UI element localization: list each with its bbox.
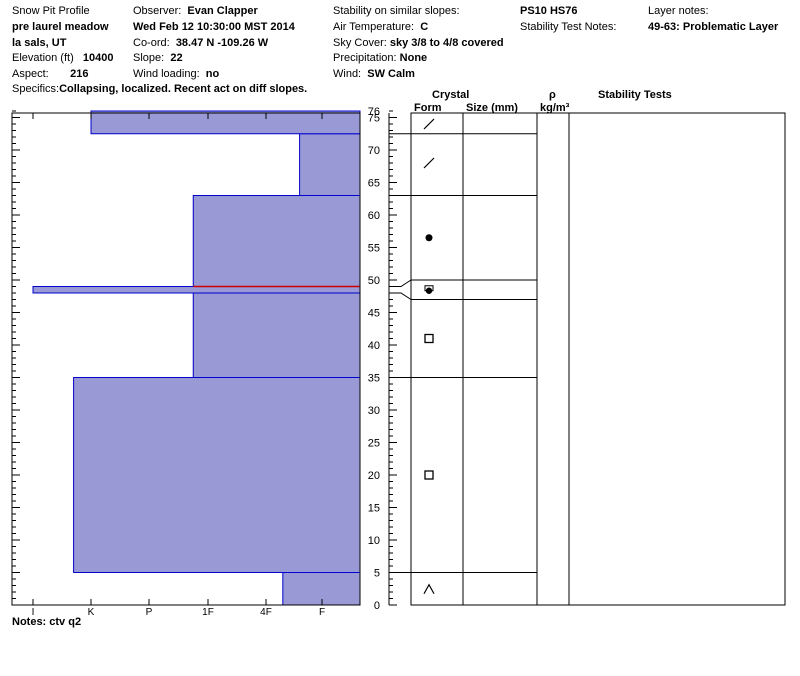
- crystal-square-icon: [424, 470, 434, 480]
- crystal-dot-icon: [425, 234, 433, 242]
- sky-label: Sky Cover:: [333, 37, 387, 49]
- crystal-symbols: [423, 118, 435, 595]
- hardness-label: F: [319, 607, 325, 618]
- height-tick-label: 25: [368, 438, 380, 450]
- layer-connector: [389, 279, 412, 287]
- wind-loading: Wind loading: no: [133, 68, 219, 81]
- height-tick-label: 40: [368, 340, 380, 352]
- layer-connector: [389, 292, 412, 300]
- density-header: ρ: [549, 89, 556, 101]
- wind-loading-label: Wind loading:: [133, 68, 200, 80]
- hardness-label: I: [32, 607, 35, 618]
- wind: Wind: SW Calm: [333, 68, 415, 81]
- hardness-label: P: [146, 607, 153, 618]
- area-name: la sals, UT: [12, 37, 67, 49]
- air-temperature: Air Temperature: C: [333, 21, 428, 34]
- sky-value: sky 3/8 to 4/8 covered: [389, 37, 504, 49]
- height-tick-label: 0: [374, 600, 380, 612]
- precipitation: Precipitation: None: [333, 52, 427, 65]
- height-tick-label: 20: [368, 470, 380, 482]
- height-tick-label: 45: [368, 308, 380, 320]
- observation-datetime: Wed Feb 12 10:30:00 MST 2014: [133, 21, 295, 33]
- observer-label: Observer:: [133, 5, 182, 17]
- slope-value: 22: [170, 52, 183, 64]
- wind-loading-value: no: [205, 68, 220, 80]
- height-tick-label: 65: [368, 178, 380, 190]
- hardness-bar: [90, 110, 361, 135]
- observer: Observer: Evan Clapper: [133, 5, 258, 18]
- crystal-table-frame: [410, 112, 786, 606]
- crystal-slash-icon: [423, 157, 435, 169]
- crystal-slash-icon: [423, 118, 435, 130]
- hardness-plot-frame: [11, 112, 361, 606]
- height-tick-label: 5: [374, 568, 380, 580]
- elevation-value: 10400: [82, 52, 114, 64]
- height-tick-label: 70: [368, 145, 380, 157]
- air-temp-label: Air Temperature:: [333, 21, 415, 33]
- location-name: pre laurel meadow: [12, 21, 109, 33]
- layer-boundaries: [389, 133, 537, 573]
- height-top-label: 76: [368, 106, 380, 118]
- stability-test-notes-label: Stability Test Notes:: [520, 21, 617, 33]
- hardness-label: K: [88, 607, 95, 618]
- slope-label: Slope:: [133, 52, 165, 64]
- height-tick-label: 35: [368, 373, 380, 385]
- profile-title: Snow Pit Profile: [12, 5, 90, 17]
- ps-hs: PS10 HS76: [520, 5, 578, 17]
- hardness-bar: [282, 572, 361, 606]
- stability-tests-header: Stability Tests: [598, 89, 672, 101]
- wind-label: Wind:: [333, 68, 362, 80]
- hardness-bar: [192, 195, 361, 287]
- slope: Slope: 22: [133, 52, 183, 65]
- aspect-value: 216: [70, 68, 89, 80]
- crystal-header: Crystal: [432, 89, 470, 101]
- size-header: Size (mm): [466, 102, 518, 114]
- crystal-dot-icon: [425, 287, 433, 294]
- height-tick-label: 50: [368, 275, 380, 287]
- elevation: Elevation (ft) 10400: [12, 52, 114, 65]
- hardness-profile: [32, 110, 361, 606]
- hardness-label: 4F: [260, 607, 272, 618]
- elevation-label: Elevation (ft): [12, 52, 74, 64]
- precip-value: None: [399, 52, 428, 64]
- crystal-square-icon: [424, 333, 434, 344]
- hardness-bar: [73, 377, 361, 573]
- specifics: Specifics:Collapsing, localized. Recent …: [12, 83, 307, 96]
- form-header: Form: [414, 102, 442, 114]
- specifics-value: Collapsing, localized. Recent act on dif…: [59, 83, 308, 95]
- precip-label: Precipitation:: [333, 52, 397, 64]
- wind-value: SW Calm: [367, 68, 415, 80]
- aspect: Aspect: 216: [12, 68, 88, 81]
- coord-value: 38.47 N -109.26 W: [175, 37, 269, 49]
- observer-value: Evan Clapper: [187, 5, 258, 17]
- height-tick-label: 10: [368, 535, 380, 547]
- height-tick-label: 15: [368, 503, 380, 515]
- layer-notes-label: Layer notes:: [648, 5, 709, 17]
- hardness-bar: [192, 292, 361, 378]
- notes: Notes: ctv q2: [12, 616, 82, 628]
- specifics-label: Specifics:: [12, 83, 60, 95]
- height-tick-label: 55: [368, 243, 380, 255]
- hardness-bar: [32, 286, 361, 294]
- height-tick-label: 60: [368, 210, 380, 222]
- coord-label: Co-ord:: [133, 37, 170, 49]
- hardness-bar: [299, 133, 361, 196]
- height-tick-label: 30: [368, 405, 380, 417]
- stability-similar-label: Stability on similar slopes:: [333, 5, 460, 17]
- crystal-caret-icon: [423, 583, 435, 595]
- sky-cover: Sky Cover: sky 3/8 to 4/8 covered: [333, 37, 504, 50]
- coordinates: Co-ord: 38.47 N -109.26 W: [133, 37, 268, 50]
- hardness-label: 1F: [202, 607, 214, 618]
- height-tick-label: 75: [368, 113, 380, 125]
- aspect-label: Aspect:: [12, 68, 49, 80]
- air-temp-value: C: [420, 21, 429, 33]
- density-unit: kg/m³: [540, 102, 570, 114]
- hardness-axis: I K P 1F 4F F: [32, 113, 325, 618]
- layer-notes-value: 49-63: Problematic Layer: [648, 21, 779, 33]
